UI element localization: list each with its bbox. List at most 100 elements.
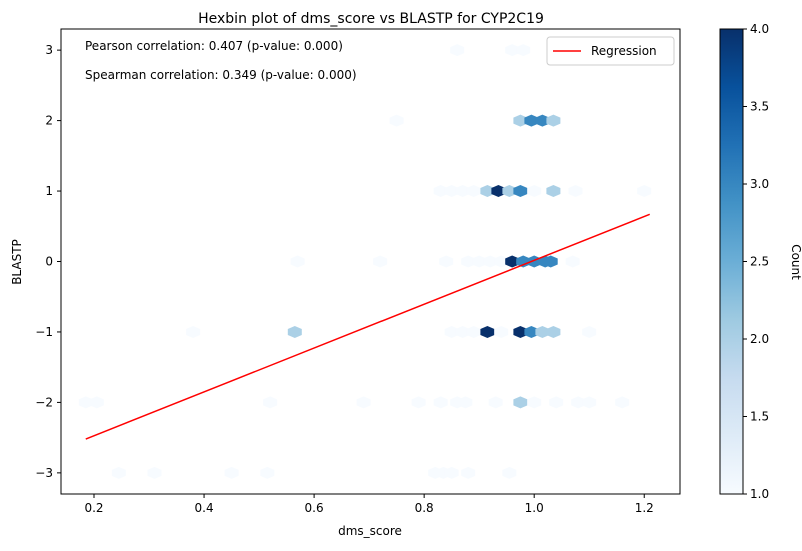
hexbin-cell [455, 326, 470, 338]
hexbin-cell [505, 44, 520, 57]
hexbin-cell [224, 466, 239, 479]
y-tick-label: 1 [45, 184, 53, 198]
regression-line [85, 213, 651, 440]
hexbin-cell [389, 114, 404, 127]
hexbin-cell [549, 396, 564, 409]
hexbin-cell [615, 396, 630, 409]
hexbin-cell [568, 185, 583, 197]
hexbin-cell [444, 466, 459, 479]
hexbin-cell [458, 396, 473, 409]
spearman-annotation: Spearman correlation: 0.349 (p-value: 0.… [85, 68, 357, 82]
hexbin-cell [480, 326, 495, 338]
hexbin-cell [461, 255, 476, 268]
hexbin-cell [494, 255, 509, 268]
hexbin-cell [505, 255, 520, 268]
y-tick-label: −3 [35, 466, 53, 480]
hexbin-cell [287, 326, 302, 338]
hexbin-cell [513, 326, 528, 338]
hexbin-cell [524, 114, 539, 127]
hexbin-cell [433, 185, 448, 197]
hexbin-cell [543, 255, 558, 268]
plot-frame [60, 28, 681, 495]
hexbin-cell [290, 255, 305, 268]
x-tick-label: 1.2 [635, 501, 654, 515]
x-tick-label: 1.0 [525, 501, 544, 515]
hexbin-cell [527, 185, 542, 197]
chart-title: Hexbin plot of dms_score vs BLASTP for C… [198, 11, 544, 27]
hexbin-cell [535, 114, 550, 127]
hexbin-cell [527, 396, 542, 409]
legend-box [546, 36, 675, 66]
hexbin-cell [502, 466, 517, 479]
colorbar-tick-label: 1.5 [750, 410, 769, 424]
hexbin-cell [546, 326, 561, 338]
hexbin-cell [260, 466, 275, 479]
colorbar-tick-label: 4.0 [750, 22, 769, 36]
colorbar-tick-label: 2.5 [750, 255, 769, 269]
x-tick-label: 0.2 [84, 501, 103, 515]
hexbin-cell [461, 466, 476, 479]
hexbin-cell [565, 255, 580, 268]
legend-regression-label: Regression [591, 44, 657, 58]
hexbin-cell [356, 396, 371, 409]
hexbin-cell [571, 396, 586, 409]
hexbin-cell [147, 466, 162, 479]
y-tick-label: 0 [45, 255, 53, 269]
hexbin-cell [439, 255, 454, 268]
hexbin-cell [444, 326, 459, 338]
hexbin-cell [472, 255, 487, 268]
hexbin-cell [637, 185, 652, 197]
hexbin-cell [491, 185, 506, 197]
colorbar: 1.0 1.5 2.0 2.5 3.0 3.5 4.0 Count [719, 22, 802, 501]
colorbar-ticks: 1.0 1.5 2.0 2.5 3.0 3.5 4.0 [743, 22, 769, 501]
hexbin-cell [89, 396, 104, 409]
hexbin-cell [78, 396, 93, 409]
hexbin-cell [513, 114, 528, 127]
colorbar-tick-label: 3.0 [750, 177, 769, 191]
hexbin-cell [433, 396, 448, 409]
colorbar-label: Count [789, 244, 802, 280]
x-axis-label: dms_score [338, 524, 402, 538]
hexbin-cell [546, 185, 561, 197]
hexbin-cell [535, 326, 550, 338]
hexbin-cell [373, 255, 388, 268]
colorbar-tick-label: 3.5 [750, 100, 769, 114]
hexbin-cell [494, 326, 509, 338]
x-tick-label: 0.8 [415, 501, 434, 515]
colorbar-gradient [719, 28, 744, 495]
legend: Regression [546, 36, 675, 66]
hexbin-cell [480, 185, 495, 197]
x-tick-label: 0.4 [195, 501, 214, 515]
hexbin-cell [411, 396, 426, 409]
hexbin-cell [502, 185, 517, 197]
hexbin-layer [78, 44, 652, 479]
hexbin-cell [546, 114, 561, 127]
hexbin-cell [444, 185, 459, 197]
hexbin-cell [488, 396, 503, 409]
hexbin-cell [483, 255, 498, 268]
x-tick-label: 0.6 [305, 501, 324, 515]
hexbin-cell [524, 326, 539, 338]
regression-layer [85, 213, 651, 440]
colorbar-tick-label: 1.0 [750, 487, 769, 501]
hexbin-cell [466, 185, 481, 197]
hexbin-cell [513, 396, 528, 409]
hexbin-cell [455, 185, 470, 197]
y-axis-label: BLASTP [10, 239, 24, 285]
y-tick-label: 3 [45, 43, 53, 57]
y-tick-label: −2 [35, 395, 53, 409]
hexbin-cell [516, 44, 531, 57]
hexbin-cell [186, 326, 201, 338]
colorbar-tick-label: 2.0 [750, 332, 769, 346]
hexbin-cell [450, 44, 465, 57]
hexbin-cell [513, 185, 528, 197]
y-tick-label: 2 [45, 114, 53, 128]
pearson-annotation: Pearson correlation: 0.407 (p-value: 0.0… [85, 39, 343, 53]
hexbin-cell [582, 396, 597, 409]
hexbin-cell [466, 326, 481, 338]
hexbin-cell [516, 255, 531, 268]
hexbin-cell [582, 326, 597, 338]
y-axis-ticks: 3 2 1 0 −1 −2 −3 [35, 43, 61, 480]
hexbin-cell [263, 396, 278, 409]
